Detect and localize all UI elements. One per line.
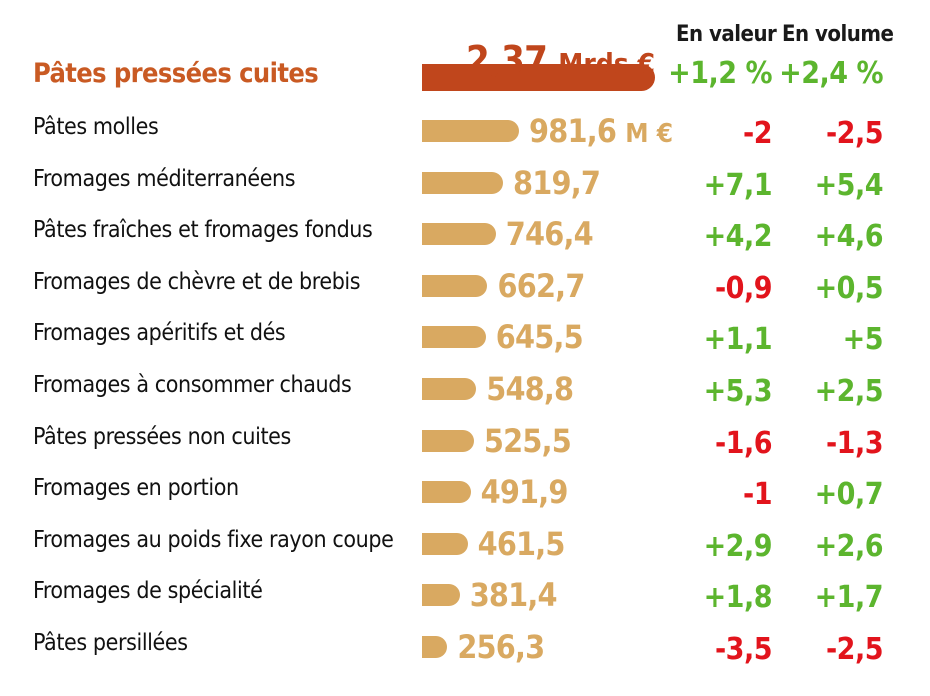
volume-change: +5,4 [814,167,884,203]
volume-change: +1,7 [814,580,884,616]
value-bar [422,429,474,452]
row-label: Fromages méditerranéens [33,165,296,192]
value-amount: 746,4 [505,215,594,254]
value-change: +2,9 [703,528,773,564]
value-amount: 525,5 [483,421,572,460]
amount-number: 819,7 [513,163,601,202]
table-row: Fromages de chèvre et de brebis 662,7 -0,9… [0,267,930,307]
amount-number: 645,5 [495,318,584,357]
value-amount: 662,7 [497,266,585,305]
amount-number: 746,4 [505,215,594,254]
value-bar [422,64,655,91]
volume-change: +2,5 [814,374,884,409]
volume-change: +0,5 [814,270,884,306]
value-amount: 256,3 [457,628,545,666]
table-row: Fromages à consommer chauds 548,8 +5,3 +2,5 [0,370,930,410]
value-change: -0,9 [714,270,773,306]
amount-number: 2,37 [466,38,548,82]
value-change: +1,2 % [668,56,772,91]
volume-change: -1,3 [825,425,884,461]
value-amount: 645,5 [495,318,584,357]
table-row: Pâtes fraîches et fromages fondus 746,4 +4… [0,215,930,255]
value-bar [422,274,488,297]
value-bar [422,120,519,142]
value-bar [422,481,471,504]
table-row: Fromages apéritifs et dés 645,5 +1,1 +5 [0,318,930,358]
row-label: Fromages à consommer chauds [33,372,352,398]
volume-change: -2,5 [825,632,884,667]
value-amount: 819,7 [513,163,601,202]
amount-unit: M € [625,119,673,149]
value-change: -1,6 [714,425,773,461]
header-volume: En volume [782,22,894,47]
table-row: Fromages au poids fixe rayon coupe 461,5 +… [0,525,930,565]
value-amount: 2,37 Mrds € [466,38,655,82]
row-top: Pâtes pressées cuites 2,37 Mrds € +1,2 % +2… [0,38,930,98]
amount-number: 381,4 [469,576,558,615]
value-bar [422,636,448,658]
row-label: Fromages de chèvre et de brebis [33,268,361,295]
value-bar [422,223,496,246]
table-row: Fromages en portion 491,9 -1 +0,7 [0,473,930,513]
amount-number: 662,7 [497,266,585,305]
table-row: Fromages de spécialité 381,4 +1,8 +1,7 [0,576,930,616]
row-label: Pâtes molles [33,114,159,140]
volume-change: +4,6 [814,219,884,255]
row-label: Fromages en portion [33,475,239,502]
amount-unit: Mrds € [558,47,656,80]
volume-change: +5 [842,322,884,358]
value-change: +1,8 [703,580,773,616]
value-change: -1 [743,477,773,513]
value-change: +4,2 [703,219,773,255]
value-amount: 981,6 M € [529,112,673,150]
value-change: +1,1 [703,322,773,358]
table-row: Pâtes molles 981,6 M € -2 -2,5 [0,112,930,152]
volume-change: +2,4 % [779,56,883,91]
row-label: Pâtes fraîches et fromages fondus [33,217,373,244]
amount-number: 548,8 [486,370,574,408]
value-bar [422,532,468,555]
value-bar [422,378,477,400]
row-label: Pâtes persillées [33,630,188,656]
value-amount: 381,4 [469,576,558,615]
value-amount: 461,5 [477,524,566,563]
header-value: En valeur [676,22,777,47]
volume-change: +0,7 [814,477,884,513]
amount-number: 525,5 [483,421,572,460]
table-row: Pâtes pressées non cuites 525,5 -1,6 -1,3 [0,422,930,462]
value-change: +7,1 [703,167,773,203]
row-label: Fromages de spécialité [33,578,263,605]
value-bar [422,171,503,194]
amount-number: 981,6 [529,112,617,150]
row-label: Pâtes pressées cuites [33,58,319,89]
row-label: Fromages au poids fixe rayon coupe [33,526,394,553]
volume-change: +2,6 [814,528,884,564]
table-row: Pâtes persillées 256,3 -3,5 -2,5 [0,628,930,668]
value-change: -2 [743,116,773,151]
table-row: Fromages méditerranéens 819,7 +7,1 +5,4 [0,164,930,204]
row-label: Pâtes pressées non cuites [33,423,291,450]
value-bar [422,326,486,349]
row-label: Fromages apéritifs et dés [33,320,286,347]
value-bar [422,584,460,607]
value-change: -3,5 [714,632,773,667]
value-change: +5,3 [703,374,773,409]
value-amount: 548,8 [486,370,574,408]
amount-number: 256,3 [457,628,545,666]
value-amount: 491,9 [480,473,569,512]
volume-change: -2,5 [825,116,884,151]
amount-number: 491,9 [480,473,569,512]
amount-number: 461,5 [477,524,566,563]
